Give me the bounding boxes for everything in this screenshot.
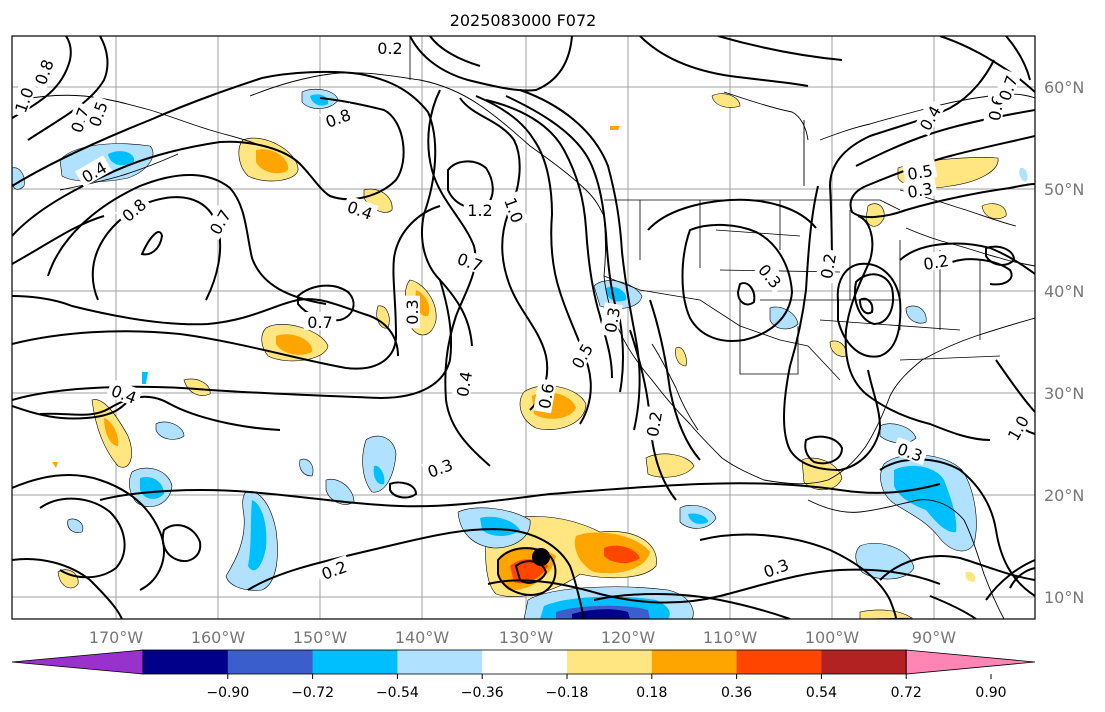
contour-label: 0.6 [533,378,558,414]
figure-title: 2025083000 F072 [450,11,597,30]
contour-lines [12,36,1035,619]
contour-label: 0.2 [641,406,666,442]
lon-tick-label: 150°W [293,628,348,647]
lon-tick-label: 130°W [499,628,554,647]
colorbar: −0.90 −0.72 −0.54 −0.36 −0.18 0.18 0.36 0.54 0.7… [11,649,1036,701]
lon-tick-label: 170°W [89,628,144,647]
svg-text:0.3: 0.3 [403,299,422,324]
colorbar-tick-label: −0.36 [461,685,504,701]
lon-tick-label: 110°W [703,628,758,647]
contour-label: 0.2 [918,249,954,274]
lat-tick-label: 50°N [1044,180,1084,199]
colorbar-segment [567,650,653,674]
map-panel: 0.20.81.00.70.5 0.80.40.8 0.7 0.4 1.2 1.00.70… [11,35,1036,620]
colorbar-segment [736,650,822,674]
latitude-axis: 60°N 50°N 40°N 30°N 20°N 10°N [1044,78,1084,607]
contour-label: 0.4 [451,366,476,402]
svg-text:0.5: 0.5 [906,161,934,184]
svg-text:0.2: 0.2 [922,251,950,274]
contour-label: 0.3 [902,177,938,202]
svg-text:0.7: 0.7 [307,313,332,332]
svg-text:0.3: 0.3 [601,306,624,334]
colorbar-segment [482,650,568,674]
longitude-axis: 170°W 160°W 150°W 140°W 130°W 120°W 110°W 100°W… [89,628,956,647]
colorbar-tick-label: −0.72 [291,685,334,701]
coastlines [17,72,1035,619]
contour-label: 0.3 [599,302,624,338]
svg-text:1.2: 1.2 [467,201,492,220]
lat-tick-label: 20°N [1044,486,1084,505]
contour-label: 0.3 [753,257,789,294]
colorbar-segment [143,650,229,674]
colorbar-segment [312,650,398,674]
contour-label: 0.2 [373,38,407,58]
colorbar-tick-label: 0.36 [721,685,752,701]
lon-tick-label: 100°W [805,628,860,647]
svg-text:0.2: 0.2 [817,252,840,280]
contour-label: 1.2 [463,200,497,220]
map-frame [11,35,1036,620]
lon-tick-label: 140°W [395,628,450,647]
colorbar-tick-label: −0.90 [206,685,249,701]
colorbar-tick-label: −0.18 [546,685,589,701]
contour-label: 0.2 [815,248,840,284]
colorbar-segment [397,650,483,674]
lon-tick-label: 160°W [191,628,246,647]
colorbar-tick-label: 0.18 [636,685,667,701]
contour-label: 0.3 [402,295,422,329]
svg-text:0.4: 0.4 [453,370,476,398]
lat-tick-label: 60°N [1044,78,1084,97]
contour-label: 0.5 [902,159,938,184]
colorbar-tick-label: 0.90 [975,685,1006,701]
colorbar-tick-label: 0.54 [806,685,837,701]
colorbar-extend-high [905,649,1036,675]
lon-tick-label: 90°W [912,628,956,647]
colorbar-segment [651,650,738,674]
svg-text:0.2: 0.2 [643,410,666,438]
contour-label-group: 0.20.81.00.70.5 0.80.40.8 0.7 0.4 1.2 1.00.70… [12,38,1034,584]
colorbar-segment [821,650,907,674]
lat-tick-label: 30°N [1044,384,1084,403]
colorbar-frame [142,649,907,675]
lat-tick-label: 10°N [1044,588,1084,607]
svg-text:0.3: 0.3 [906,179,934,202]
colorbar-extend-low [11,649,144,675]
contour-label: 0.7 [303,312,337,332]
svg-text:0.2: 0.2 [377,39,402,58]
colorbar-tick-label: −0.54 [376,685,419,701]
colorbar-segment [227,650,314,674]
svg-text:0.6: 0.6 [535,382,558,410]
contour-label: 0.7 [451,247,489,276]
colorbar-tick-label: 0.72 [891,685,922,701]
lon-tick-label: 120°W [601,628,656,647]
lat-tick-label: 40°N [1044,282,1084,301]
storm-center-marker [532,548,550,566]
